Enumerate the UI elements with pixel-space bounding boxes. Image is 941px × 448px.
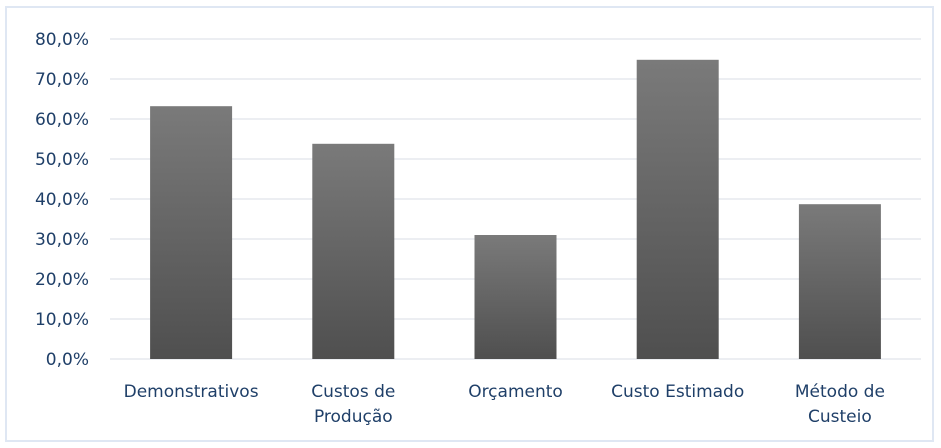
y-tick-label: 10,0% xyxy=(35,310,89,330)
x-category-label-line: Custo Estimado xyxy=(611,382,744,402)
bars xyxy=(150,59,881,360)
x-category-label-line: Demonstrativos xyxy=(124,382,259,402)
x-category-label: Custos de Produção xyxy=(311,382,395,427)
y-tick-label: 20,0% xyxy=(35,270,89,290)
y-tick-label: 80,0% xyxy=(35,30,89,50)
x-category-label-line: Orçamento xyxy=(468,382,563,402)
bar-4 xyxy=(636,59,719,360)
x-category-label: Método de Custeio xyxy=(795,382,885,427)
y-tick-label: 50,0% xyxy=(35,150,89,170)
bar-1 xyxy=(150,106,233,359)
y-tick-label: 60,0% xyxy=(35,110,89,130)
x-category-label: Orçamento xyxy=(468,382,563,402)
y-tick-label: 30,0% xyxy=(35,230,89,250)
x-category-label: Demonstrativos xyxy=(124,382,259,402)
bar-2 xyxy=(312,143,395,359)
x-category-label-line: Custeio xyxy=(808,407,872,427)
y-tick-label: 40,0% xyxy=(35,190,89,210)
y-tick-label: 0,0% xyxy=(46,350,89,370)
y-axis-tick-labels: 0,0% 10,0% 20,0% 30,0% 40,0% 50,0% 60,0% 70,0% 8… xyxy=(35,30,89,370)
x-category-label-line: Custos de xyxy=(311,382,395,402)
x-category-label-line: Produção xyxy=(314,407,393,427)
x-axis-category-labels: Demonstrativos Custos de Produção Orçamento… xyxy=(124,382,885,427)
x-category-label: Custo Estimado xyxy=(611,382,744,402)
x-category-label-line: Método de xyxy=(795,382,885,402)
bar-3 xyxy=(474,235,557,359)
y-tick-label: 70,0% xyxy=(35,70,89,90)
gridlines xyxy=(110,38,921,360)
bar-5 xyxy=(798,204,881,359)
